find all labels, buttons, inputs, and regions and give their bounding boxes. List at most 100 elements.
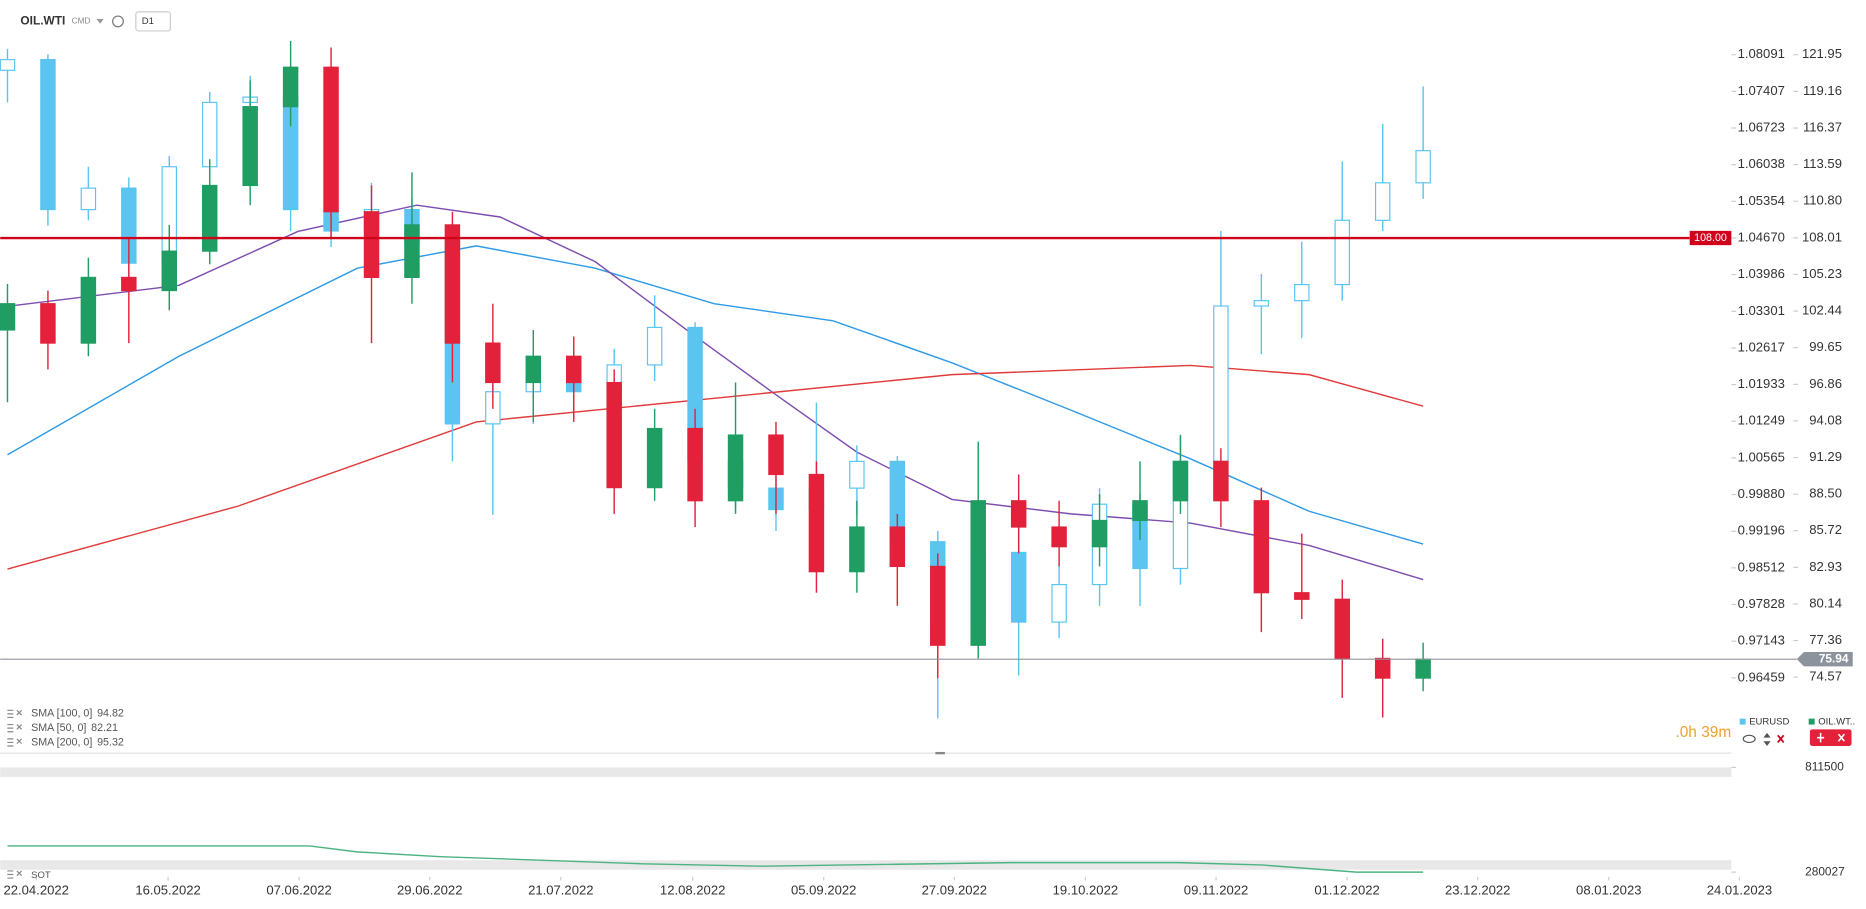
y-tick-label: 1.03986 bbox=[1738, 266, 1785, 281]
y-tick-label: 0.99880 bbox=[1738, 486, 1785, 501]
candle-body bbox=[1374, 182, 1391, 221]
y-tick-label: 1.05354 bbox=[1738, 193, 1785, 208]
candle-body bbox=[80, 276, 97, 344]
candle-body bbox=[606, 381, 622, 489]
x-tick-label: 07.06.2022 bbox=[266, 883, 331, 898]
legend-name: SMA [50, 0] bbox=[31, 722, 86, 734]
candle-body bbox=[1010, 500, 1027, 528]
sot-legend: SOT bbox=[31, 870, 51, 881]
interval[interactable]: D1 bbox=[142, 16, 154, 27]
series-controls[interactable] bbox=[1809, 729, 1852, 746]
x-tick-label: 22.04.2022 bbox=[3, 883, 68, 898]
move-icon[interactable] bbox=[1763, 732, 1771, 746]
eye-icon[interactable] bbox=[1742, 734, 1756, 744]
legend-name: SMA [200, 0] bbox=[31, 736, 92, 748]
candle-body bbox=[1051, 526, 1067, 548]
sma-line bbox=[7, 204, 1424, 581]
x-tick-label: 27.09.2022 bbox=[922, 883, 987, 898]
x-tick-label: 09.11.2022 bbox=[1184, 883, 1248, 898]
dropdown-arrow[interactable] bbox=[96, 19, 104, 24]
y-tick-label: 0.96459 bbox=[1738, 669, 1785, 684]
y-tick-label: 1.04670 bbox=[1738, 229, 1785, 244]
y2-tick-label: 121.95 bbox=[1802, 46, 1842, 61]
y-tick-label: 1.08091 bbox=[1738, 46, 1785, 61]
x-tick-label: 01.12.2022 bbox=[1314, 883, 1379, 898]
candle-body bbox=[0, 58, 16, 71]
x-tick-label: 05.09.2022 bbox=[791, 883, 856, 898]
candle-body bbox=[768, 434, 784, 476]
candle-body bbox=[485, 342, 501, 384]
level-label: 108.00 bbox=[1694, 232, 1727, 244]
y-tick-label: 1.03301 bbox=[1738, 303, 1785, 318]
candle-body bbox=[323, 66, 339, 213]
legend-swatch bbox=[1808, 718, 1815, 725]
y-tick-label: 0.97828 bbox=[1738, 596, 1785, 611]
symbol[interactable]: OIL.WTI bbox=[20, 14, 65, 28]
x-tick-label: 24.01.2023 bbox=[1707, 883, 1772, 898]
candle-body bbox=[1213, 460, 1229, 502]
candle-body bbox=[363, 211, 380, 279]
legend-value: 95.32 bbox=[97, 736, 124, 748]
y-tick-label: 0.99196 bbox=[1738, 523, 1785, 538]
candle-body bbox=[1213, 305, 1229, 462]
legend-icon bbox=[7, 723, 23, 733]
candle-body bbox=[1010, 551, 1027, 623]
sot-tick-label: 811500 bbox=[1805, 760, 1844, 774]
y2-tick-label: 113.59 bbox=[1803, 156, 1842, 171]
legend-value: 94.82 bbox=[97, 708, 124, 720]
y2-tick-label: 94.08 bbox=[1809, 412, 1842, 427]
legend-name: SMA [100, 0] bbox=[31, 708, 92, 720]
y2-tick-label: 88.50 bbox=[1809, 486, 1842, 501]
candle-body bbox=[40, 58, 56, 211]
legend-icon bbox=[7, 870, 23, 879]
x-tick-label: 12.08.2022 bbox=[660, 883, 725, 898]
candle-body bbox=[201, 101, 218, 168]
y2-tick-label: 96.86 bbox=[1809, 376, 1842, 391]
candle-body bbox=[849, 460, 865, 489]
y-tick-label: 1.01933 bbox=[1738, 376, 1785, 391]
y-tick-label: 1.00565 bbox=[1738, 449, 1785, 464]
candle-body bbox=[566, 355, 582, 384]
close-icon[interactable] bbox=[1777, 734, 1785, 744]
candle-body bbox=[727, 434, 744, 502]
candle-body bbox=[1294, 283, 1310, 302]
candle-body bbox=[970, 500, 986, 646]
candle-body bbox=[525, 355, 542, 384]
y2-tick-label: 91.29 bbox=[1809, 449, 1842, 464]
candle-body bbox=[242, 106, 258, 187]
candle-body bbox=[808, 473, 825, 573]
series-control-icons[interactable] bbox=[1817, 732, 1845, 743]
x-tick-label: 19.10.2022 bbox=[1053, 883, 1118, 898]
interval-box[interactable] bbox=[135, 11, 171, 32]
legend-label[interactable]: OIL.WT.. bbox=[1818, 717, 1855, 728]
y-tick-label: 1.02617 bbox=[1738, 339, 1785, 354]
candle-body bbox=[1172, 460, 1189, 502]
y2-tick-label: 74.57 bbox=[1809, 669, 1842, 684]
y2-tick-label: 105.23 bbox=[1802, 266, 1842, 281]
candle-body bbox=[1374, 657, 1391, 679]
y2-tick-label: 119.16 bbox=[1803, 83, 1842, 98]
legend-value: 82.21 bbox=[91, 722, 118, 734]
candle-body bbox=[1253, 500, 1270, 594]
x-tick-label: 21.07.2022 bbox=[528, 883, 593, 898]
info-icon[interactable] bbox=[112, 15, 124, 28]
level-badge bbox=[1689, 230, 1732, 246]
sot-tick-label: 280027 bbox=[1805, 864, 1845, 878]
candle-body bbox=[282, 66, 299, 108]
y-tick-label: 0.97143 bbox=[1738, 633, 1785, 648]
candle-body bbox=[1091, 519, 1108, 548]
legend-label[interactable]: EURUSD bbox=[1749, 717, 1789, 728]
candle-body bbox=[1334, 219, 1350, 286]
candle-body bbox=[201, 184, 218, 252]
sma-line bbox=[7, 364, 1424, 570]
candle-body bbox=[1253, 300, 1270, 307]
candle-body bbox=[40, 303, 56, 344]
y2-tick-label: 116.37 bbox=[1803, 120, 1842, 135]
candle-body bbox=[646, 427, 663, 489]
candle-body bbox=[80, 187, 97, 211]
legend-swatch bbox=[1739, 718, 1746, 725]
y2-tick-label: 80.14 bbox=[1809, 595, 1842, 610]
